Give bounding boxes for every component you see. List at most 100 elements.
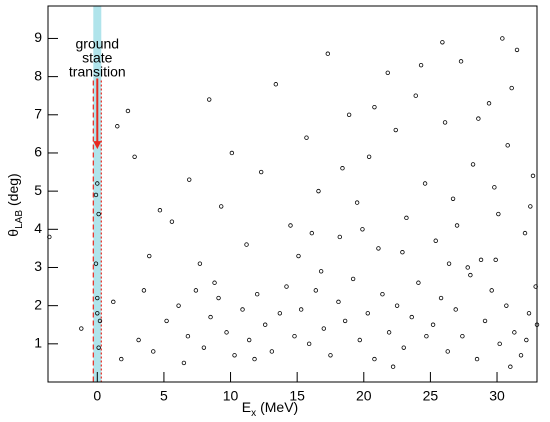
point — [446, 261, 452, 266]
x-tick-label: 15 — [289, 388, 305, 404]
point — [404, 215, 409, 221]
point — [386, 330, 392, 335]
point — [493, 257, 498, 263]
x-symbol: E — [242, 399, 251, 415]
point — [336, 299, 341, 305]
point — [79, 326, 84, 331]
point — [394, 303, 400, 308]
point — [252, 356, 257, 362]
point — [277, 311, 283, 316]
point — [476, 116, 481, 121]
point — [216, 295, 221, 301]
point — [460, 333, 465, 339]
point — [524, 337, 529, 343]
y-unit: (deg) — [5, 173, 21, 206]
point — [522, 230, 528, 236]
point — [115, 124, 120, 129]
y-tick-label: 5 — [34, 182, 42, 198]
point — [424, 333, 429, 339]
point — [93, 261, 99, 266]
plot-frame — [47, 5, 538, 383]
point — [119, 356, 124, 362]
point — [504, 303, 509, 308]
point — [400, 250, 405, 255]
y-tick-label: 7 — [34, 105, 42, 121]
point — [136, 337, 141, 343]
point — [505, 143, 510, 148]
point — [96, 345, 101, 350]
point — [292, 333, 297, 339]
x-tick-label: 30 — [489, 388, 505, 404]
point — [337, 234, 343, 240]
point — [93, 192, 99, 198]
point — [304, 135, 309, 140]
point — [433, 238, 438, 243]
point — [468, 272, 473, 278]
point — [181, 360, 187, 366]
point — [240, 307, 245, 312]
x-tick-label: 20 — [356, 388, 372, 404]
point — [486, 101, 492, 106]
point — [318, 269, 324, 274]
point — [416, 280, 421, 285]
point — [360, 227, 365, 232]
point — [489, 288, 494, 293]
point — [453, 307, 458, 312]
point — [508, 364, 513, 369]
point — [95, 311, 100, 316]
y-tick-label: 8 — [34, 67, 42, 83]
point — [309, 230, 315, 236]
point — [224, 330, 229, 335]
arrow-head — [93, 141, 102, 150]
point — [366, 154, 372, 159]
point — [316, 188, 321, 194]
point — [246, 337, 252, 343]
point — [496, 211, 501, 217]
point — [95, 295, 100, 301]
point — [385, 70, 390, 76]
point — [393, 127, 398, 133]
point — [528, 204, 533, 209]
point — [465, 265, 470, 270]
point — [350, 276, 356, 282]
point — [208, 314, 213, 320]
y-subscript: LAB — [14, 210, 25, 229]
point — [269, 349, 275, 354]
point — [187, 177, 192, 182]
x-tick-label: 10 — [223, 388, 239, 404]
annotation-text: transition — [69, 64, 126, 80]
point — [526, 311, 532, 316]
point — [430, 322, 436, 327]
y-tick-label: 6 — [34, 144, 42, 160]
x-tick-label: 25 — [423, 388, 439, 404]
point — [96, 211, 101, 217]
x-tick-label: 5 — [160, 388, 168, 404]
point — [357, 337, 362, 343]
point — [514, 47, 520, 53]
point — [365, 311, 370, 316]
point — [470, 162, 476, 167]
point — [185, 333, 191, 339]
point — [321, 326, 327, 331]
point — [340, 166, 345, 171]
point — [354, 200, 360, 205]
point — [273, 82, 279, 87]
point — [219, 204, 224, 209]
y-symbol: θ — [5, 229, 21, 237]
point — [97, 318, 103, 324]
point — [372, 356, 377, 362]
point — [376, 246, 381, 251]
point — [530, 173, 536, 179]
annotation-text: ground — [76, 36, 120, 52]
y-tick-label: 4 — [34, 220, 42, 236]
point — [418, 62, 424, 68]
point — [413, 93, 418, 98]
point — [401, 345, 406, 350]
point — [151, 349, 156, 354]
point — [95, 181, 100, 186]
point — [518, 353, 524, 358]
point — [296, 253, 301, 259]
point — [454, 223, 460, 228]
point — [306, 341, 312, 347]
